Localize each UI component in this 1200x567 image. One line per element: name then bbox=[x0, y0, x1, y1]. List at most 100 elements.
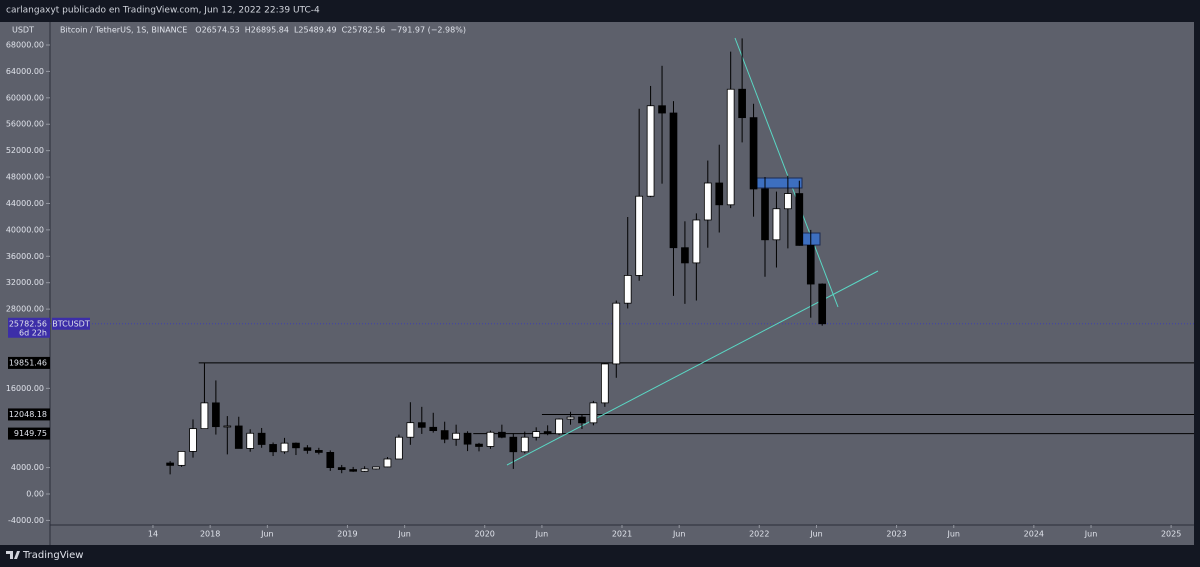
x-tick-label: Jun bbox=[947, 530, 961, 539]
candle-body bbox=[395, 436, 403, 460]
candle-body bbox=[749, 117, 758, 190]
candle-body bbox=[726, 88, 735, 206]
ohlc-value: H26895.84 bbox=[245, 26, 289, 35]
candle-body bbox=[234, 425, 243, 449]
y-tick-label: 44000.00 bbox=[6, 199, 44, 208]
candle-body bbox=[601, 363, 609, 404]
candle-body bbox=[337, 467, 346, 470]
tag: BTCUSDT bbox=[52, 319, 90, 328]
last-price-bg bbox=[8, 317, 50, 338]
candle-body bbox=[212, 402, 220, 428]
candle-body bbox=[784, 193, 792, 210]
candle-body bbox=[520, 436, 529, 453]
x-tick-label: 2024 bbox=[1024, 530, 1044, 539]
ohlc-value: L25489.49 bbox=[294, 26, 337, 35]
y-tick-label: 68000.00 bbox=[6, 41, 44, 50]
candle-body bbox=[452, 432, 460, 440]
x-tick-label: 2022 bbox=[749, 530, 769, 539]
candle-body bbox=[818, 283, 827, 325]
candle-body bbox=[429, 426, 438, 432]
candle-body bbox=[475, 443, 483, 447]
y-tick-label: 64000.00 bbox=[6, 67, 44, 76]
y-tick-label: -4000.00 bbox=[8, 516, 44, 525]
candle-body bbox=[612, 302, 621, 365]
candle-body bbox=[578, 416, 586, 424]
header-title: carlangaxyt publicado en TradingView.com… bbox=[6, 6, 320, 16]
y-tick-label: 0.00 bbox=[26, 489, 44, 498]
candle-body bbox=[703, 182, 712, 221]
y-tick-label: 28000.00 bbox=[6, 305, 44, 314]
candle-body bbox=[360, 468, 369, 472]
candle-body bbox=[795, 193, 804, 246]
last-price-label: 25782.56 bbox=[9, 319, 47, 328]
candle-body bbox=[772, 208, 781, 241]
candle-body bbox=[166, 462, 174, 466]
trend-line bbox=[506, 270, 879, 466]
candle-body bbox=[681, 247, 689, 264]
ohlc-value: −791.97 (−2.98%) bbox=[390, 26, 466, 35]
x-tick-label: 2025 bbox=[1161, 530, 1181, 539]
candle-body bbox=[417, 422, 426, 428]
trend-line bbox=[734, 37, 839, 308]
candle-body bbox=[589, 402, 598, 424]
candle-body bbox=[189, 428, 197, 452]
x-tick-label: 2019 bbox=[337, 530, 357, 539]
x-tick-label: 14 bbox=[148, 530, 158, 539]
candle-body bbox=[566, 416, 575, 420]
candle-body bbox=[806, 245, 815, 285]
y-tick-label: 4000.00 bbox=[11, 463, 44, 472]
x-tick-label: 2023 bbox=[886, 530, 906, 539]
y-tick-label: 32000.00 bbox=[6, 278, 44, 287]
candle-body bbox=[669, 112, 678, 249]
candle-body bbox=[715, 182, 724, 206]
currency: USDT bbox=[12, 26, 34, 35]
chart-background bbox=[0, 22, 1194, 545]
x-tick-label: Jun bbox=[1084, 530, 1098, 539]
y-tick-label: 60000.00 bbox=[6, 93, 44, 102]
candle-body bbox=[440, 430, 449, 440]
y-tick-label: 48000.00 bbox=[6, 173, 44, 182]
candle-body bbox=[555, 418, 563, 435]
x-tick-label: Jun bbox=[260, 530, 274, 539]
candle-body bbox=[543, 431, 552, 435]
candle-body bbox=[372, 466, 380, 470]
footer-brand: TradingView bbox=[22, 550, 83, 561]
candle-body bbox=[658, 105, 666, 114]
zone bbox=[756, 177, 803, 189]
candle-body bbox=[498, 431, 506, 438]
candle-body bbox=[623, 275, 632, 304]
candle-body bbox=[509, 436, 518, 453]
candle-body bbox=[646, 105, 655, 197]
level-label: 9149.75 bbox=[14, 429, 47, 438]
candle-body bbox=[761, 188, 769, 241]
countdown: 6d 22h bbox=[19, 328, 47, 337]
candle-body bbox=[223, 425, 232, 428]
candle-body bbox=[532, 431, 541, 438]
candle-body bbox=[486, 431, 495, 447]
tag-bg bbox=[52, 317, 90, 330]
candle-body bbox=[303, 447, 312, 451]
candle-body bbox=[292, 442, 300, 449]
candle-body bbox=[280, 442, 289, 453]
footer-logo bbox=[6, 551, 20, 559]
x-tick-label: Jun bbox=[809, 530, 823, 539]
x-tick-label: Jun bbox=[672, 530, 686, 539]
candle-body bbox=[326, 452, 335, 468]
candle-body bbox=[349, 469, 357, 472]
candle-body bbox=[463, 432, 472, 445]
candle-body bbox=[315, 450, 323, 453]
level-label: 12048.18 bbox=[9, 410, 47, 419]
candle-body bbox=[738, 88, 746, 119]
x-tick-label: 2021 bbox=[612, 530, 632, 539]
candle-body bbox=[246, 432, 255, 449]
candle-body bbox=[269, 444, 277, 453]
level-label: 19851.46 bbox=[9, 358, 47, 367]
level-label-bg bbox=[8, 427, 50, 440]
x-tick-label: 2018 bbox=[200, 530, 220, 539]
y-tick-label: 52000.00 bbox=[6, 146, 44, 155]
level-label-bg bbox=[8, 356, 50, 369]
y-tick-label: 36000.00 bbox=[6, 252, 44, 261]
candle-body bbox=[406, 422, 415, 438]
ohlc-value: C25782.56 bbox=[342, 26, 386, 35]
